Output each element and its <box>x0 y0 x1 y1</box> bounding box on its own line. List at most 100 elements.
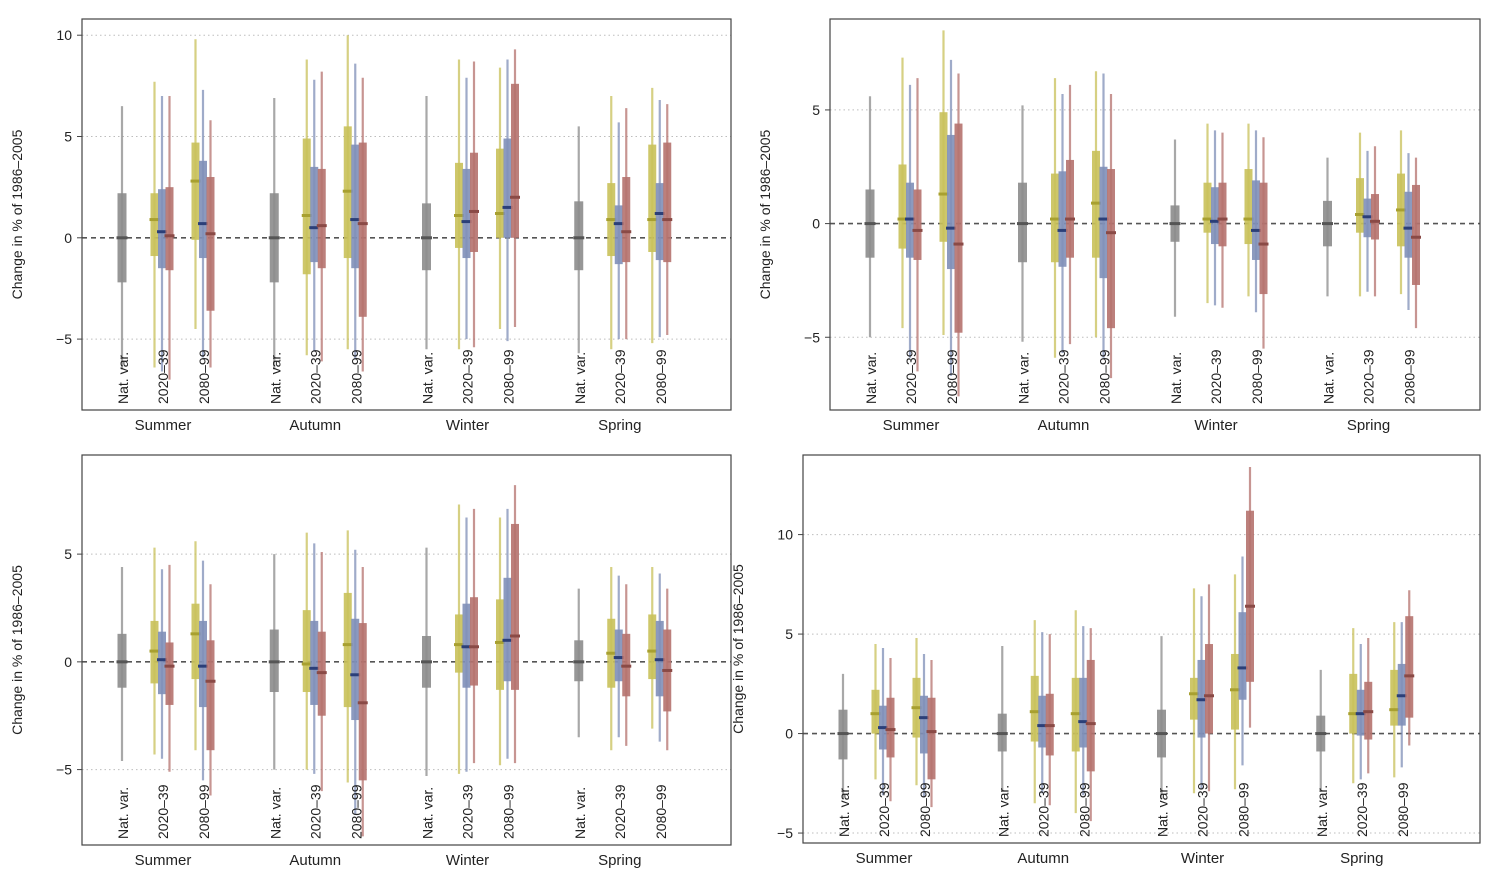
y-axis-label: Change in % of 1986–2005 <box>757 129 773 299</box>
season-label: Spring <box>1347 417 1390 434</box>
slot-label: 2080–99 <box>1249 349 1265 404</box>
slot-label: Nat. var. <box>1155 785 1171 837</box>
chart-panel-2: −5 0 5 Change in % of 1986–2005 Nat. var. 202… <box>757 18 1481 434</box>
scenario-box <box>496 148 504 238</box>
scenario-box <box>920 695 928 754</box>
y-tick-label: −5 <box>777 825 793 841</box>
scenario-box <box>206 640 215 751</box>
y-tick-label: 5 <box>64 129 72 145</box>
chart-panel-1: −5 0 5 10 Change in % of 1986–2005 Nat. var. 2… <box>9 18 732 434</box>
scenario-box <box>351 144 360 269</box>
slot-label: 2080–99 <box>1097 349 1113 404</box>
scenario-box <box>310 620 319 705</box>
scenario-box <box>165 642 174 705</box>
slot-label: 2080–99 <box>501 349 517 404</box>
slot-label: 2080–99 <box>1076 782 1092 837</box>
scenario-box <box>206 177 215 311</box>
slot-label: 2080–99 <box>196 784 212 839</box>
scenario-box <box>1252 180 1260 260</box>
slot-label: 2020–39 <box>1208 349 1224 404</box>
season-label: Summer <box>135 852 192 869</box>
slot-label: 2080–99 <box>1402 349 1418 404</box>
panel-frame <box>802 454 1481 844</box>
y-tick-label: 5 <box>64 546 72 562</box>
season-label: Autumn <box>1038 417 1090 434</box>
y-axis-label: Change in % of 1986–2005 <box>9 129 25 299</box>
season-label: Winter <box>446 417 489 434</box>
scenario-box <box>614 629 623 682</box>
scenario-box <box>191 603 200 680</box>
season-label: Autumn <box>289 417 341 434</box>
scenario-box <box>648 614 657 680</box>
season-label: Spring <box>598 417 641 434</box>
scenario-box <box>1349 673 1358 734</box>
slot-label: 2080–99 <box>653 349 669 404</box>
slot-label: 2020–39 <box>612 349 628 404</box>
season-label: Spring <box>1340 850 1383 867</box>
scenario-box <box>622 177 631 263</box>
y-tick-label: −5 <box>56 331 72 347</box>
scenario-box <box>1246 510 1254 682</box>
slot-label: Nat. var. <box>836 785 852 837</box>
panel-frame <box>81 454 732 846</box>
scenario-box <box>1203 182 1212 233</box>
season-label: Autumn <box>1017 850 1069 867</box>
scenario-box <box>1190 677 1198 720</box>
y-tick-label: 10 <box>56 27 72 43</box>
slot-label: 2020–39 <box>1361 349 1377 404</box>
y-tick-label: 0 <box>64 230 72 246</box>
slot-label: 2080–99 <box>501 784 517 839</box>
scenario-box <box>317 168 326 269</box>
scenario-box <box>1412 184 1420 285</box>
slot-label: 2080–99 <box>196 349 212 404</box>
scenario-box <box>158 631 166 695</box>
slot-label: 2020–39 <box>307 349 323 404</box>
slot-label: 2080–99 <box>653 784 669 839</box>
slot-label: Nat. var. <box>1168 352 1184 404</box>
season-label: Autumn <box>289 852 341 869</box>
slot-label: 2080–99 <box>348 349 364 404</box>
scenario-box <box>898 164 907 249</box>
scenario-box <box>310 166 319 263</box>
scenario-box <box>358 142 367 317</box>
scenario-box <box>954 123 963 333</box>
chart-panel-4: −5 0 5 10 Change in % of 1986–2005 Nat. var. 2… <box>730 454 1481 867</box>
scenario-box <box>343 592 352 708</box>
scenario-box <box>511 523 519 690</box>
slot-label: Nat. var. <box>420 787 436 839</box>
season-label: Summer <box>856 850 913 867</box>
scenario-box <box>1218 182 1227 247</box>
slot-label: 2020–39 <box>460 784 476 839</box>
scenario-box <box>939 112 948 242</box>
slot-label: Nat. var. <box>1314 785 1330 837</box>
y-tick-label: 0 <box>64 654 72 670</box>
scenario-box <box>302 610 311 693</box>
y-tick-label: 0 <box>812 216 820 232</box>
y-tick-label: 0 <box>785 726 793 742</box>
scenario-box <box>503 577 512 682</box>
scenario-box <box>947 134 955 270</box>
scenario-box <box>614 205 623 265</box>
slot-label: 2020–39 <box>612 784 628 839</box>
scenario-box <box>302 138 311 275</box>
scenario-box <box>158 189 166 269</box>
scenario-box <box>165 187 174 271</box>
scenario-box <box>1238 612 1247 700</box>
slot-label: Nat. var. <box>115 352 131 404</box>
scenario-box <box>655 183 664 261</box>
scenario-box <box>455 162 463 248</box>
y-tick-label: 5 <box>812 102 820 118</box>
chart-panel-3: −5 0 5 Change in % of 1986–2005 Nat. var. 202… <box>9 454 732 869</box>
season-label: Winter <box>1194 417 1237 434</box>
scenario-box <box>1244 169 1253 245</box>
slot-label: 2080–99 <box>1395 782 1411 837</box>
scenario-box <box>199 620 207 708</box>
slot-label: Nat. var. <box>267 787 283 839</box>
panel-frame <box>81 18 732 411</box>
panel-frame <box>829 18 1481 411</box>
slot-label: Nat. var. <box>572 787 588 839</box>
season-label: Spring <box>598 852 641 869</box>
slot-label: 2080–99 <box>348 784 364 839</box>
season-label: Summer <box>135 417 192 434</box>
season-label: Winter <box>446 852 489 869</box>
